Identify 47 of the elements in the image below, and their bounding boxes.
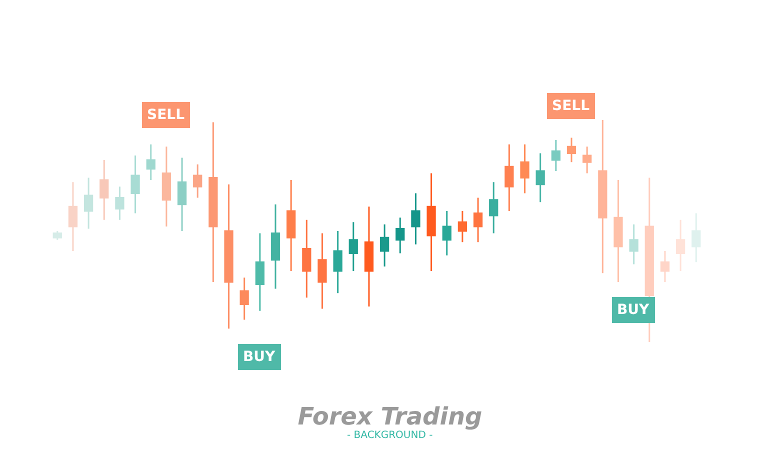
candlestick bbox=[193, 164, 202, 198]
candlestick bbox=[318, 232, 327, 310]
candlestick bbox=[224, 184, 234, 330]
candlestick bbox=[411, 192, 420, 246]
candlestick bbox=[52, 230, 62, 241]
candlestick bbox=[348, 221, 358, 272]
candlestick bbox=[504, 144, 514, 212]
text: - BACKGROUND - bbox=[347, 430, 434, 441]
candlestick bbox=[458, 210, 468, 243]
candlestick bbox=[566, 137, 576, 163]
candlestick bbox=[692, 212, 701, 263]
candlestick bbox=[520, 144, 530, 194]
candlestick bbox=[598, 120, 608, 274]
candlestick bbox=[442, 210, 452, 256]
candlestick bbox=[177, 156, 187, 232]
candlestick bbox=[551, 139, 560, 172]
candlestick bbox=[380, 224, 390, 268]
candlestick bbox=[629, 224, 638, 266]
annotation: SELL bbox=[552, 98, 590, 114]
candlestick bbox=[364, 206, 374, 308]
candlestick bbox=[146, 144, 156, 181]
candlestick bbox=[84, 176, 94, 230]
candlestick bbox=[130, 154, 140, 214]
candlestick bbox=[473, 196, 483, 243]
annotation: BUY bbox=[243, 349, 276, 365]
candlestick bbox=[536, 152, 545, 203]
candlestick bbox=[660, 250, 670, 283]
candlestick bbox=[426, 172, 436, 272]
annotation: SELL bbox=[147, 107, 185, 123]
candlestick bbox=[582, 146, 592, 174]
candlestick bbox=[162, 146, 172, 228]
candlestick bbox=[489, 181, 498, 234]
candlestick bbox=[676, 219, 686, 272]
candlestick bbox=[270, 204, 280, 290]
candlestick bbox=[614, 179, 623, 283]
candlestick bbox=[286, 179, 296, 272]
candlestick bbox=[68, 181, 78, 252]
candlestick bbox=[396, 216, 405, 254]
text: Forex Trading bbox=[298, 402, 482, 430]
candlestick bbox=[240, 276, 249, 321]
candlestick bbox=[333, 230, 342, 294]
annotation: BUY bbox=[617, 302, 650, 318]
candlestick bbox=[100, 159, 109, 221]
candlestick bbox=[255, 232, 264, 312]
candlestick bbox=[115, 186, 124, 221]
candlestick bbox=[302, 219, 312, 298]
candlestick bbox=[208, 121, 218, 283]
